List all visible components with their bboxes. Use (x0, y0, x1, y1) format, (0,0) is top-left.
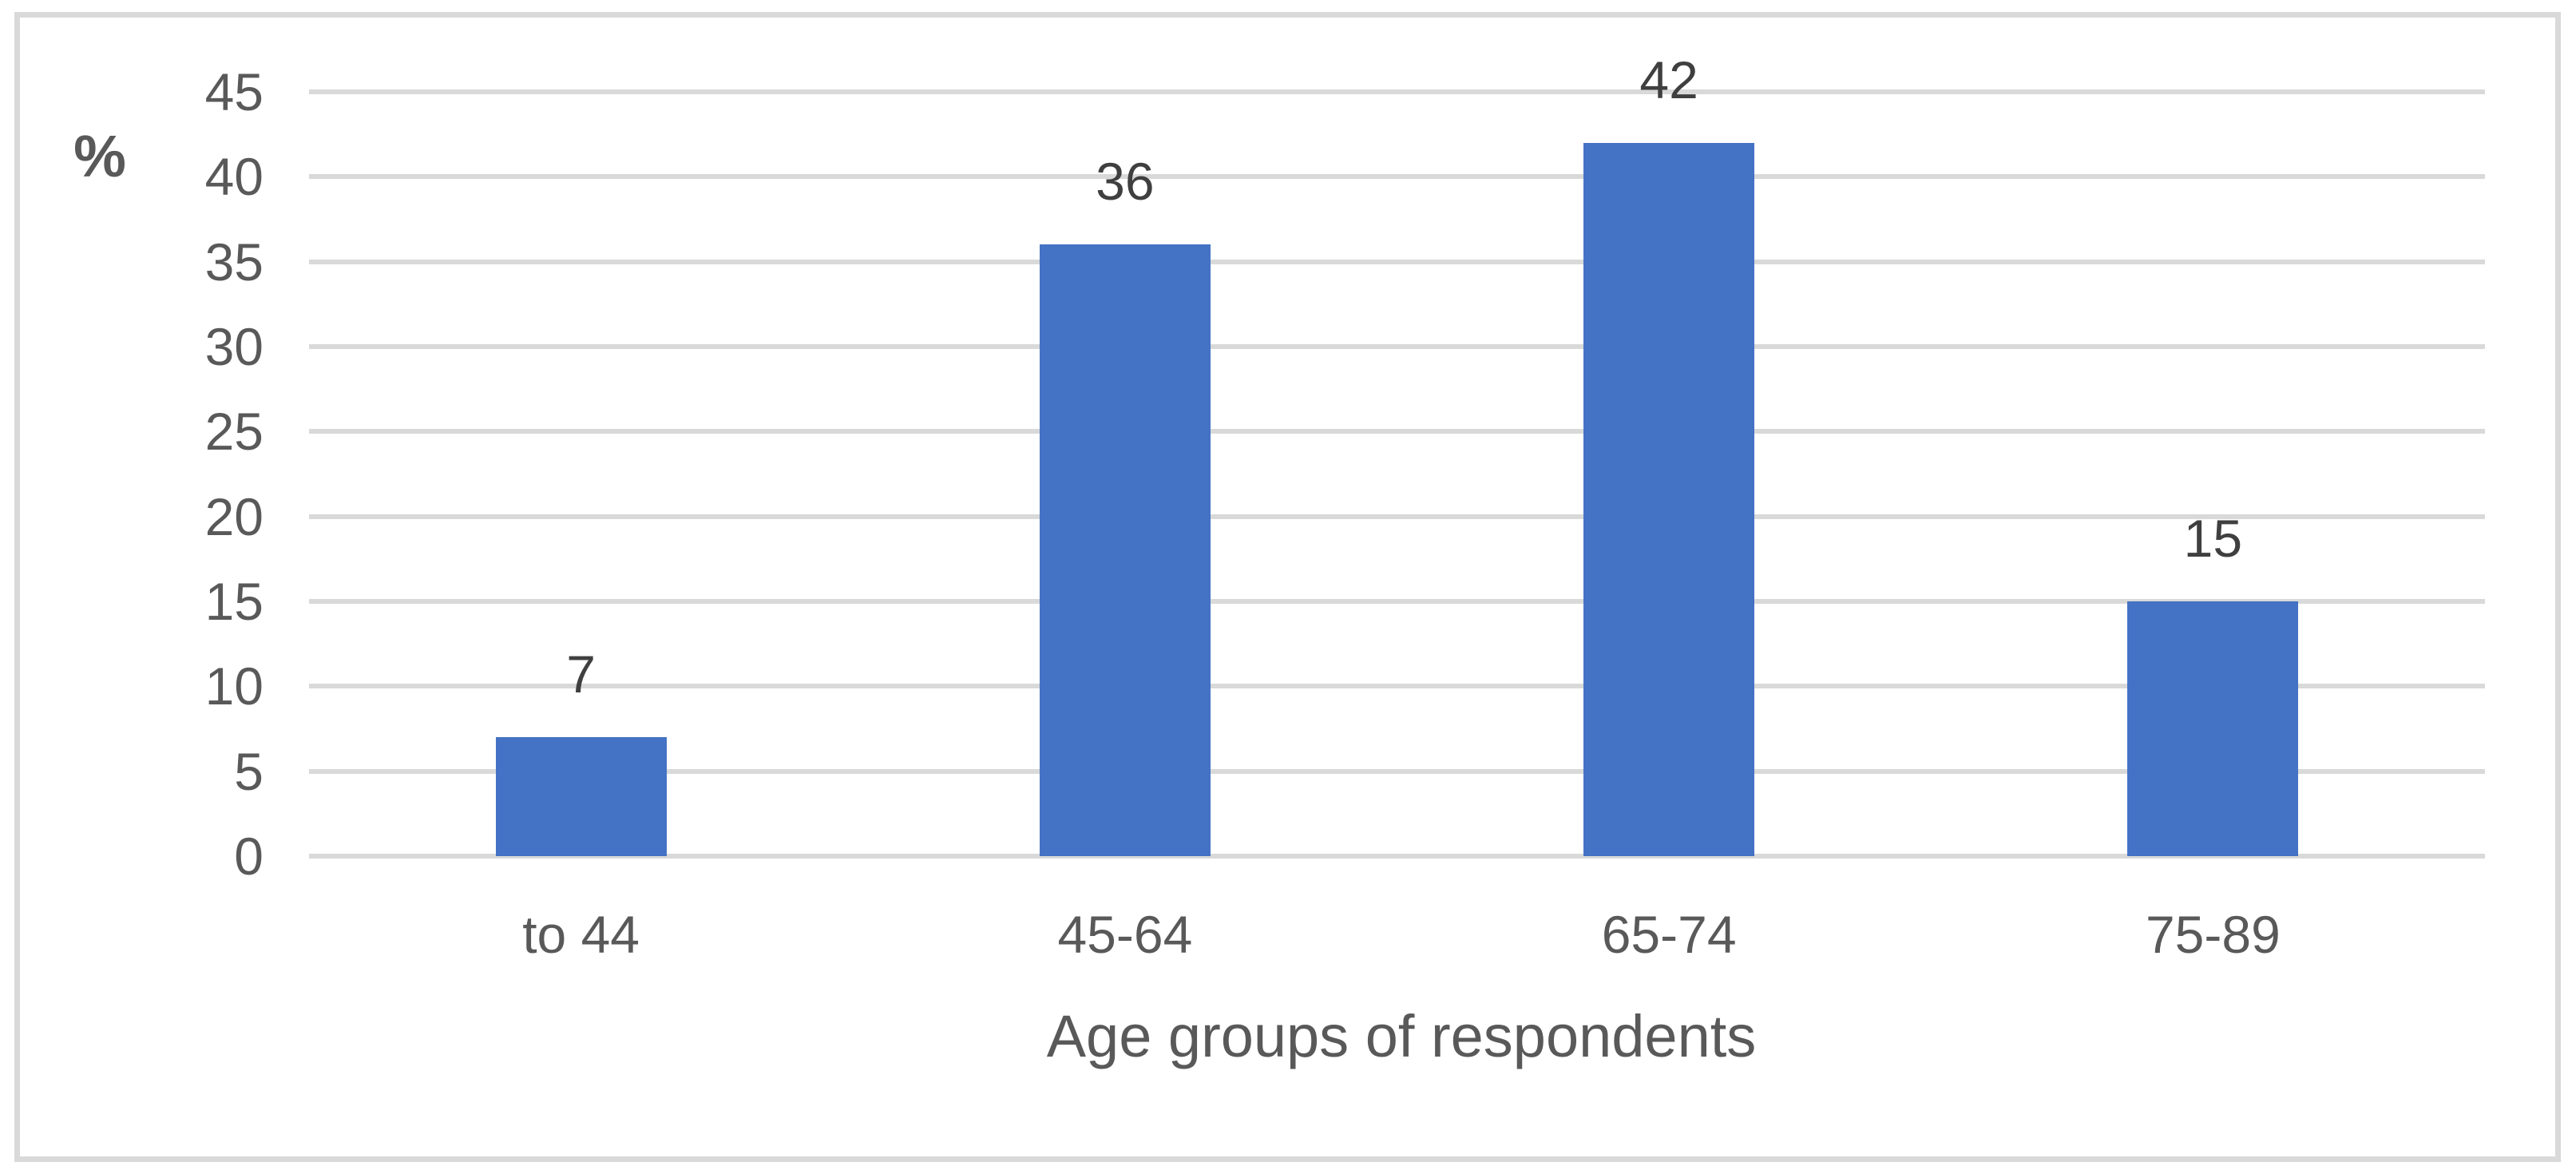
bar (2127, 601, 2299, 856)
gridline (309, 89, 2485, 94)
y-tick-label: 35 (204, 232, 264, 292)
y-tick-label: 10 (204, 656, 264, 716)
gridline (309, 429, 2485, 434)
gridline (309, 174, 2485, 180)
gridline (309, 684, 2485, 689)
y-tick-label: 5 (234, 741, 264, 801)
y-tick-label: 0 (234, 827, 264, 886)
x-category-label: 65-74 (1601, 905, 1737, 964)
bar (1039, 244, 1211, 856)
y-tick-label: 30 (204, 317, 264, 376)
bar-value-label: 7 (566, 645, 596, 704)
y-tick-label: 25 (204, 402, 264, 462)
gridline (309, 768, 2485, 774)
y-tick-label: 45 (204, 62, 264, 121)
gridline (309, 344, 2485, 349)
y-tick-label: 15 (204, 572, 264, 631)
gridline (309, 514, 2485, 519)
bar-value-label: 15 (2183, 509, 2243, 568)
y-tick-label: 20 (204, 486, 264, 546)
y-axis-label: % (73, 123, 126, 189)
bar-value-label: 36 (1096, 152, 1155, 212)
chart-frame (14, 12, 2561, 1162)
bar (495, 737, 667, 856)
x-category-label: 75-89 (2145, 905, 2281, 964)
gridline (309, 599, 2485, 604)
x-axis-title: Age groups of respondents (1046, 1003, 1757, 1069)
bar (1583, 142, 1755, 856)
gridline (309, 854, 2485, 859)
x-category-label: 45-64 (1057, 905, 1193, 964)
gridline (309, 259, 2485, 264)
x-category-label: to 44 (522, 905, 640, 964)
bar-value-label: 42 (1639, 50, 1698, 109)
y-tick-label: 40 (204, 147, 264, 207)
